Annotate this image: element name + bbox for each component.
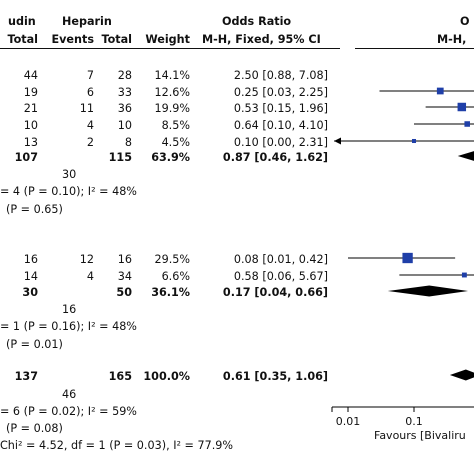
x-tick-label: 0.01 (336, 415, 361, 428)
study-square (461, 272, 467, 278)
study-square (411, 138, 417, 144)
total1-cell: 21 (23, 102, 38, 115)
total2-cell: 10 (117, 119, 132, 132)
events2-cell: 7 (86, 69, 94, 82)
events2-cell: 12 (79, 253, 94, 266)
method-header-right: M-H, (437, 33, 467, 46)
weight-cell: 6.6% (161, 270, 190, 283)
weight-cell: 29.5% (154, 253, 190, 266)
ci-cell: 0.08 [0.01, 0.42] (233, 253, 328, 266)
weight-cell: 8.5% (161, 119, 190, 132)
pooled-diamond (449, 369, 474, 381)
events-total: 16 (62, 303, 77, 316)
total1-cell: 19 (23, 86, 38, 99)
header-rule-plot (355, 48, 474, 49)
subgroup-differences: Chi² = 4.52, df = 1 (P = 0.03), I² = 77.… (0, 439, 233, 452)
ci-cell: 0.53 [0.15, 1.96] (233, 102, 328, 115)
effect-header: Odds Ratio (222, 15, 292, 28)
events-total: 30 (62, 168, 77, 181)
group2-name: Heparin (62, 15, 112, 28)
ci-cell: 0.10 [0.00, 2.31] (233, 136, 328, 149)
total2-cell: 33 (117, 86, 132, 99)
favours-label: Favours [Bivaliru (374, 429, 466, 442)
subtotal-total1: 107 (14, 151, 38, 164)
subtotal-total2: 50 (116, 286, 132, 299)
subtotal-weight: 36.1% (151, 286, 190, 299)
total-total2: 165 (108, 370, 132, 383)
events2-cell: 6 (86, 86, 94, 99)
heterogeneity-text: = 1 (P = 0.16); I² = 48% (0, 320, 137, 333)
subtotal-total1: 30 (22, 286, 38, 299)
total2-cell: 16 (117, 253, 132, 266)
total-overall-test: (P = 0.08) (6, 422, 63, 435)
col-total2: Total (101, 33, 132, 46)
ci-arrow (334, 137, 341, 145)
total1-cell: 13 (23, 136, 38, 149)
ci-cell: 0.25 [0.03, 2.25] (233, 86, 328, 99)
study-square (464, 121, 470, 127)
header-rule (0, 48, 340, 49)
study-square (402, 252, 413, 264)
ci-cell: 2.50 [0.88, 7.08] (233, 69, 328, 82)
subtotal-weight: 63.9% (151, 151, 190, 164)
total2-cell: 8 (124, 136, 132, 149)
events2-cell: 2 (86, 136, 94, 149)
col-weight: Weight (145, 33, 190, 46)
total2-cell: 36 (117, 102, 132, 115)
events2-cell: 4 (86, 270, 94, 283)
weight-cell: 19.9% (154, 102, 190, 115)
weight-cell: 4.5% (161, 136, 190, 149)
total-total1: 137 (14, 370, 38, 383)
ci-cell: 0.64 [0.10, 4.10] (233, 119, 328, 132)
total1-cell: 16 (23, 253, 38, 266)
pooled-diamond (457, 151, 474, 161)
overall-test-text: (P = 0.01) (6, 338, 63, 351)
subtotal-ci: 0.87 [0.46, 1.62] (222, 151, 328, 164)
method-header: M-H, Fixed, 95% CI (202, 33, 321, 46)
col-events2: Events (51, 33, 95, 46)
overall-test-text: (P = 0.65) (6, 203, 63, 216)
total1-cell: 14 (23, 270, 38, 283)
total-weight: 100.0% (143, 370, 190, 383)
subtotal-ci: 0.17 [0.04, 0.66] (222, 286, 328, 299)
weight-cell: 12.6% (154, 86, 190, 99)
weight-cell: 14.1% (154, 69, 190, 82)
study-square (457, 102, 467, 112)
total-ci: 0.61 [0.35, 1.06] (222, 370, 328, 383)
group1-name: udin (8, 15, 36, 28)
pooled-diamond (387, 285, 469, 297)
total-events: 46 (62, 388, 77, 401)
events2-cell: 4 (86, 119, 94, 132)
events2-cell: 11 (79, 102, 94, 115)
total1-cell: 10 (23, 119, 38, 132)
total1-cell: 44 (23, 69, 38, 82)
total2-cell: 34 (117, 270, 132, 283)
total-heterogeneity: = 6 (P = 0.02); I² = 59% (0, 405, 137, 418)
x-tick-label: 0.1 (405, 415, 423, 428)
effect-header-right: O (460, 15, 470, 28)
study-square (436, 87, 444, 95)
col-total1: Total (7, 33, 38, 46)
total2-cell: 28 (117, 69, 132, 82)
heterogeneity-text: = 4 (P = 0.10); I² = 48% (0, 185, 137, 198)
subtotal-total2: 115 (108, 151, 132, 164)
ci-cell: 0.58 [0.06, 5.67] (233, 270, 328, 283)
